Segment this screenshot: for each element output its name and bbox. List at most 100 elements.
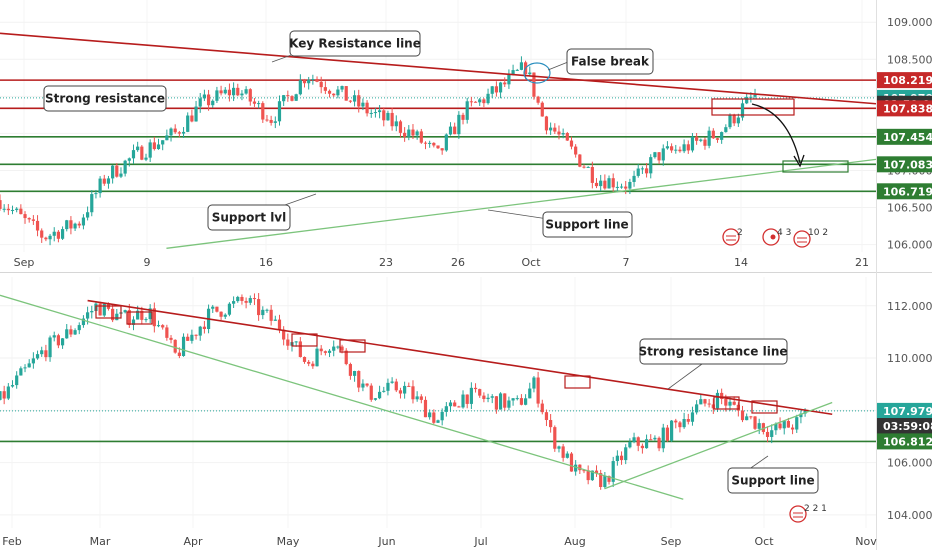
candle-body bbox=[757, 423, 761, 429]
candle-body bbox=[307, 361, 311, 364]
candle-body bbox=[736, 404, 740, 411]
candle-body bbox=[611, 178, 615, 188]
candle-body bbox=[415, 396, 419, 400]
candle-body bbox=[720, 132, 724, 140]
candle-body bbox=[140, 146, 144, 160]
candle-body bbox=[69, 220, 73, 229]
candle-body bbox=[440, 411, 444, 421]
candle-body bbox=[607, 476, 611, 482]
candle-body bbox=[161, 140, 165, 145]
candle-body bbox=[148, 308, 152, 320]
candle-body bbox=[670, 420, 674, 441]
candle-body bbox=[361, 102, 365, 107]
candle-body bbox=[27, 363, 31, 368]
candle-body bbox=[190, 115, 194, 122]
candle-body bbox=[269, 309, 273, 321]
candle-body bbox=[40, 350, 44, 355]
candle-body bbox=[161, 325, 165, 328]
candle-body bbox=[678, 149, 682, 152]
candle-body bbox=[686, 419, 690, 422]
candle-body bbox=[448, 402, 453, 407]
candle-body bbox=[40, 230, 44, 238]
candle-body bbox=[365, 383, 369, 386]
candle-body bbox=[286, 339, 290, 346]
x-tick-label: May bbox=[277, 535, 300, 548]
candle-body bbox=[290, 96, 294, 101]
candle-body bbox=[532, 72, 536, 97]
candle-body bbox=[265, 119, 269, 121]
candle-body bbox=[357, 95, 361, 107]
candle-body bbox=[378, 110, 382, 113]
candle-body bbox=[227, 303, 232, 315]
candle-body bbox=[298, 341, 302, 357]
candle-body bbox=[261, 103, 265, 120]
candle-body bbox=[786, 421, 790, 428]
candle-body bbox=[498, 393, 503, 410]
candle-body bbox=[390, 381, 394, 383]
candle-body bbox=[574, 146, 578, 155]
candle-body bbox=[52, 231, 56, 236]
candle-body bbox=[674, 149, 678, 151]
candle-body bbox=[257, 299, 261, 316]
candle-body bbox=[81, 217, 86, 226]
candle-body bbox=[715, 392, 720, 409]
candle-body bbox=[457, 114, 461, 135]
price-badge bbox=[877, 156, 932, 173]
top-time-axis[interactable]: Sep 9 16 23 26 Oct 7 14 21 bbox=[14, 256, 869, 269]
candle-body bbox=[2, 208, 6, 210]
candle-body bbox=[640, 168, 644, 170]
candle-body bbox=[403, 385, 407, 394]
candle-body bbox=[2, 391, 6, 399]
candle-body bbox=[507, 400, 511, 408]
candle-body bbox=[503, 393, 507, 408]
candle-body bbox=[574, 464, 578, 472]
candle-body bbox=[553, 427, 557, 449]
svg-text:False break: False break bbox=[571, 55, 650, 69]
annotation-strong-resistance: Strong resistance bbox=[43, 85, 167, 112]
annotation-support-line-bottom: Support line bbox=[727, 467, 819, 494]
top-trendlines bbox=[0, 32, 877, 249]
candle-body bbox=[469, 387, 473, 404]
candle-body bbox=[56, 231, 60, 239]
candle-body bbox=[515, 69, 519, 71]
candle-body bbox=[790, 427, 795, 430]
x-tick-label: Nov bbox=[855, 535, 877, 548]
candle-body bbox=[165, 135, 169, 141]
price-badge-label: 106.719 bbox=[883, 185, 932, 198]
candle-body bbox=[753, 416, 757, 429]
touch-box bbox=[126, 311, 153, 325]
candle-body bbox=[373, 112, 378, 114]
bottom-time-axis[interactable]: Feb Mar Apr May Jun Jul Aug Sep Oct Nov bbox=[2, 535, 877, 548]
svg-text:Support lvl: Support lvl bbox=[212, 211, 287, 225]
candle-body bbox=[352, 95, 357, 102]
candle-body bbox=[561, 133, 565, 135]
candle-body bbox=[761, 423, 765, 432]
candle-body bbox=[473, 387, 478, 390]
candle-body bbox=[436, 420, 440, 423]
candle-body bbox=[432, 142, 436, 146]
candle-body bbox=[745, 96, 749, 104]
bottom-price-badges: 107.979 03:59:08 106.812 bbox=[877, 402, 932, 450]
candle-body bbox=[215, 306, 219, 312]
candle-body bbox=[782, 421, 786, 429]
candle-body bbox=[144, 319, 148, 321]
candle-body bbox=[415, 131, 419, 136]
candle-body bbox=[327, 90, 332, 94]
candle-body bbox=[127, 310, 131, 325]
touch-box bbox=[564, 375, 591, 389]
candle-body bbox=[765, 431, 770, 437]
candle-body bbox=[152, 308, 156, 327]
candle-body bbox=[373, 398, 378, 400]
candle-body bbox=[123, 160, 127, 174]
candle-body bbox=[411, 386, 415, 400]
candle-body bbox=[653, 437, 657, 440]
candle-body bbox=[749, 416, 753, 418]
candle-body bbox=[599, 180, 603, 187]
candle-body bbox=[682, 144, 686, 152]
candle-body bbox=[31, 358, 35, 364]
candle-body bbox=[127, 158, 131, 161]
candle-body bbox=[636, 437, 640, 446]
bottom-drawings bbox=[95, 305, 778, 414]
